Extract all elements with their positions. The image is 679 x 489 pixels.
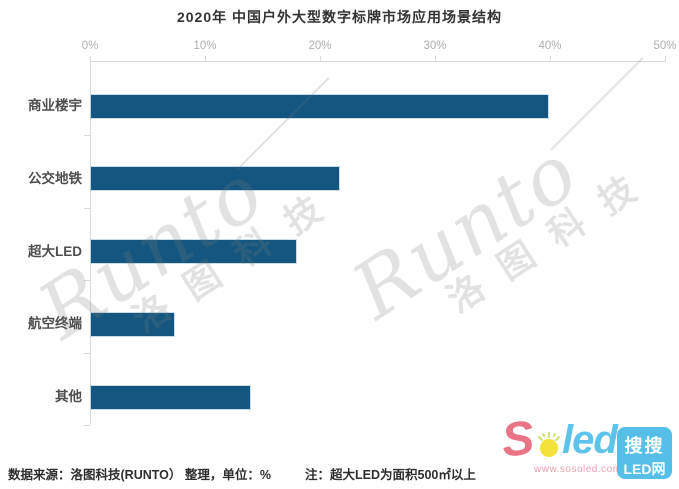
x-axis-tick-label: 10%: [193, 40, 217, 52]
x-axis-tick-label: 20%: [308, 40, 332, 52]
x-axis-tick-label: 0%: [81, 40, 99, 52]
data-source-text: 数据来源：洛图科技(RUNTO） 整理，单位：%: [8, 468, 271, 482]
sosoled-logo: S led www.sosoled.com 搜搜 LED网: [499, 411, 672, 486]
led-box-line1: 搜搜: [624, 436, 665, 456]
category-label: 航空终端: [28, 316, 82, 332]
footnote-text: 注：超大LED为面积500㎡以上: [305, 468, 476, 482]
y-axis-line: [90, 61, 91, 425]
logo-letter-s: S: [499, 411, 537, 468]
y-axis-tick: [84, 425, 90, 426]
x-axis-tick: [435, 56, 436, 62]
x-axis-tick: [665, 56, 666, 62]
x-axis-tick-label: 30%: [423, 40, 447, 52]
led-box-line2: LED网: [623, 461, 666, 477]
x-axis-tick-label: 40%: [538, 40, 562, 52]
category-label: 其他: [55, 389, 82, 405]
category-label: 商业楼宇: [28, 98, 82, 113]
x-axis-tick: [90, 56, 91, 62]
y-axis-tick: [84, 135, 90, 137]
x-axis-tick: [550, 56, 551, 62]
category-label: 超大LED: [28, 243, 82, 259]
lightbulb-icon: [536, 432, 562, 463]
chart-title: 2020年 中国户外大型数字标牌市场应用场景结构: [176, 9, 503, 25]
logo-letters-led: led: [562, 418, 618, 462]
x-axis-tick-label: 50%: [653, 40, 677, 52]
bar: [91, 385, 250, 409]
category-label: 公交地铁: [28, 170, 82, 186]
y-axis-tick: [84, 352, 90, 354]
x-axis-line: [90, 61, 666, 62]
logo-url-text: www.sosoled.com: [534, 464, 622, 475]
x-axis-tick: [205, 56, 206, 62]
bar: [91, 312, 174, 336]
led-box-badge: 搜搜 LED网: [617, 427, 672, 479]
bar: [91, 167, 340, 191]
y-axis-tick: [84, 207, 90, 209]
bar: [91, 240, 296, 264]
bar: [91, 94, 548, 118]
y-axis-tick: [84, 280, 90, 282]
x-axis-tick: [320, 56, 321, 62]
